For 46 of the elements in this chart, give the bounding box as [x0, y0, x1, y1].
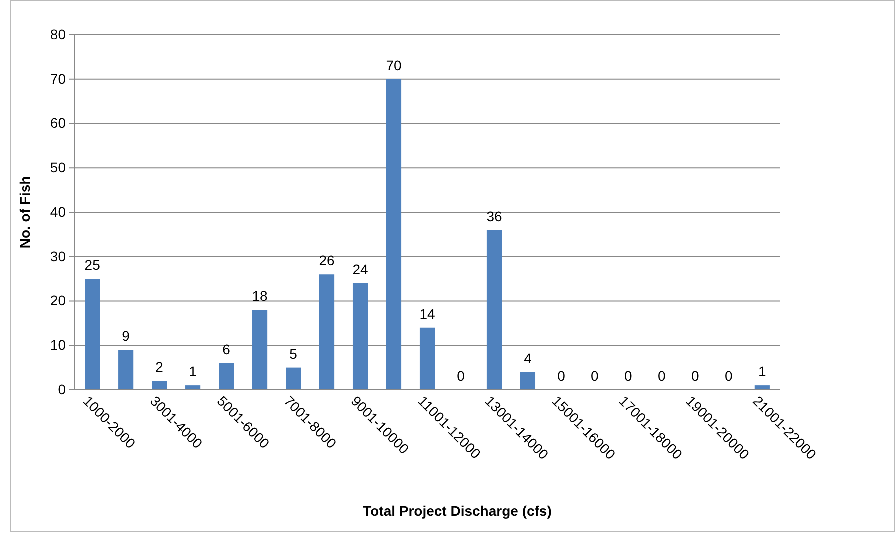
data-label: 0 [692, 368, 700, 384]
y-tick-label: 10 [50, 337, 66, 354]
data-label: 1 [758, 364, 767, 380]
data-label: 70 [386, 57, 402, 74]
bar [420, 328, 436, 390]
bar [386, 79, 402, 390]
y-tick-label: 60 [50, 115, 66, 132]
bar [118, 350, 134, 390]
bar [352, 284, 368, 390]
data-label: 6 [222, 341, 231, 358]
data-label: 2 [156, 359, 164, 376]
x-axis-title: Total Project Discharge (cfs) [363, 503, 552, 519]
data-label: 18 [252, 288, 268, 304]
bar [252, 310, 268, 390]
bar [85, 279, 100, 390]
y-tick-label: 40 [50, 204, 66, 220]
y-axis-title: No. of Fish [17, 176, 33, 249]
bar [319, 274, 335, 390]
y-tick-label: 20 [50, 292, 66, 309]
y-tick-label: 70 [50, 70, 66, 87]
y-tick-label: 50 [50, 160, 66, 176]
data-label: 0 [591, 368, 600, 384]
data-label: 36 [486, 208, 502, 224]
bar [219, 363, 234, 390]
data-label: 0 [658, 368, 666, 384]
data-label: 14 [420, 306, 436, 322]
bar [286, 368, 302, 390]
data-label: 24 [352, 262, 369, 278]
y-tick-label: 80 [50, 26, 66, 42]
bar [486, 230, 502, 390]
data-label: 0 [457, 368, 466, 384]
data-label: 25 [84, 257, 101, 274]
y-tick-label: 0 [58, 381, 66, 398]
data-label: 0 [725, 368, 734, 384]
bar [754, 386, 770, 390]
data-label: 5 [290, 346, 298, 362]
bar [186, 386, 201, 390]
y-tick-label: 30 [50, 248, 66, 264]
data-label: 0 [624, 368, 633, 384]
data-label: 9 [122, 328, 130, 344]
data-label: 4 [524, 350, 532, 366]
data-label: 1 [189, 364, 198, 380]
data-label: 26 [319, 252, 336, 269]
data-label: 0 [558, 368, 566, 384]
bar [152, 381, 168, 390]
bar [520, 372, 536, 390]
